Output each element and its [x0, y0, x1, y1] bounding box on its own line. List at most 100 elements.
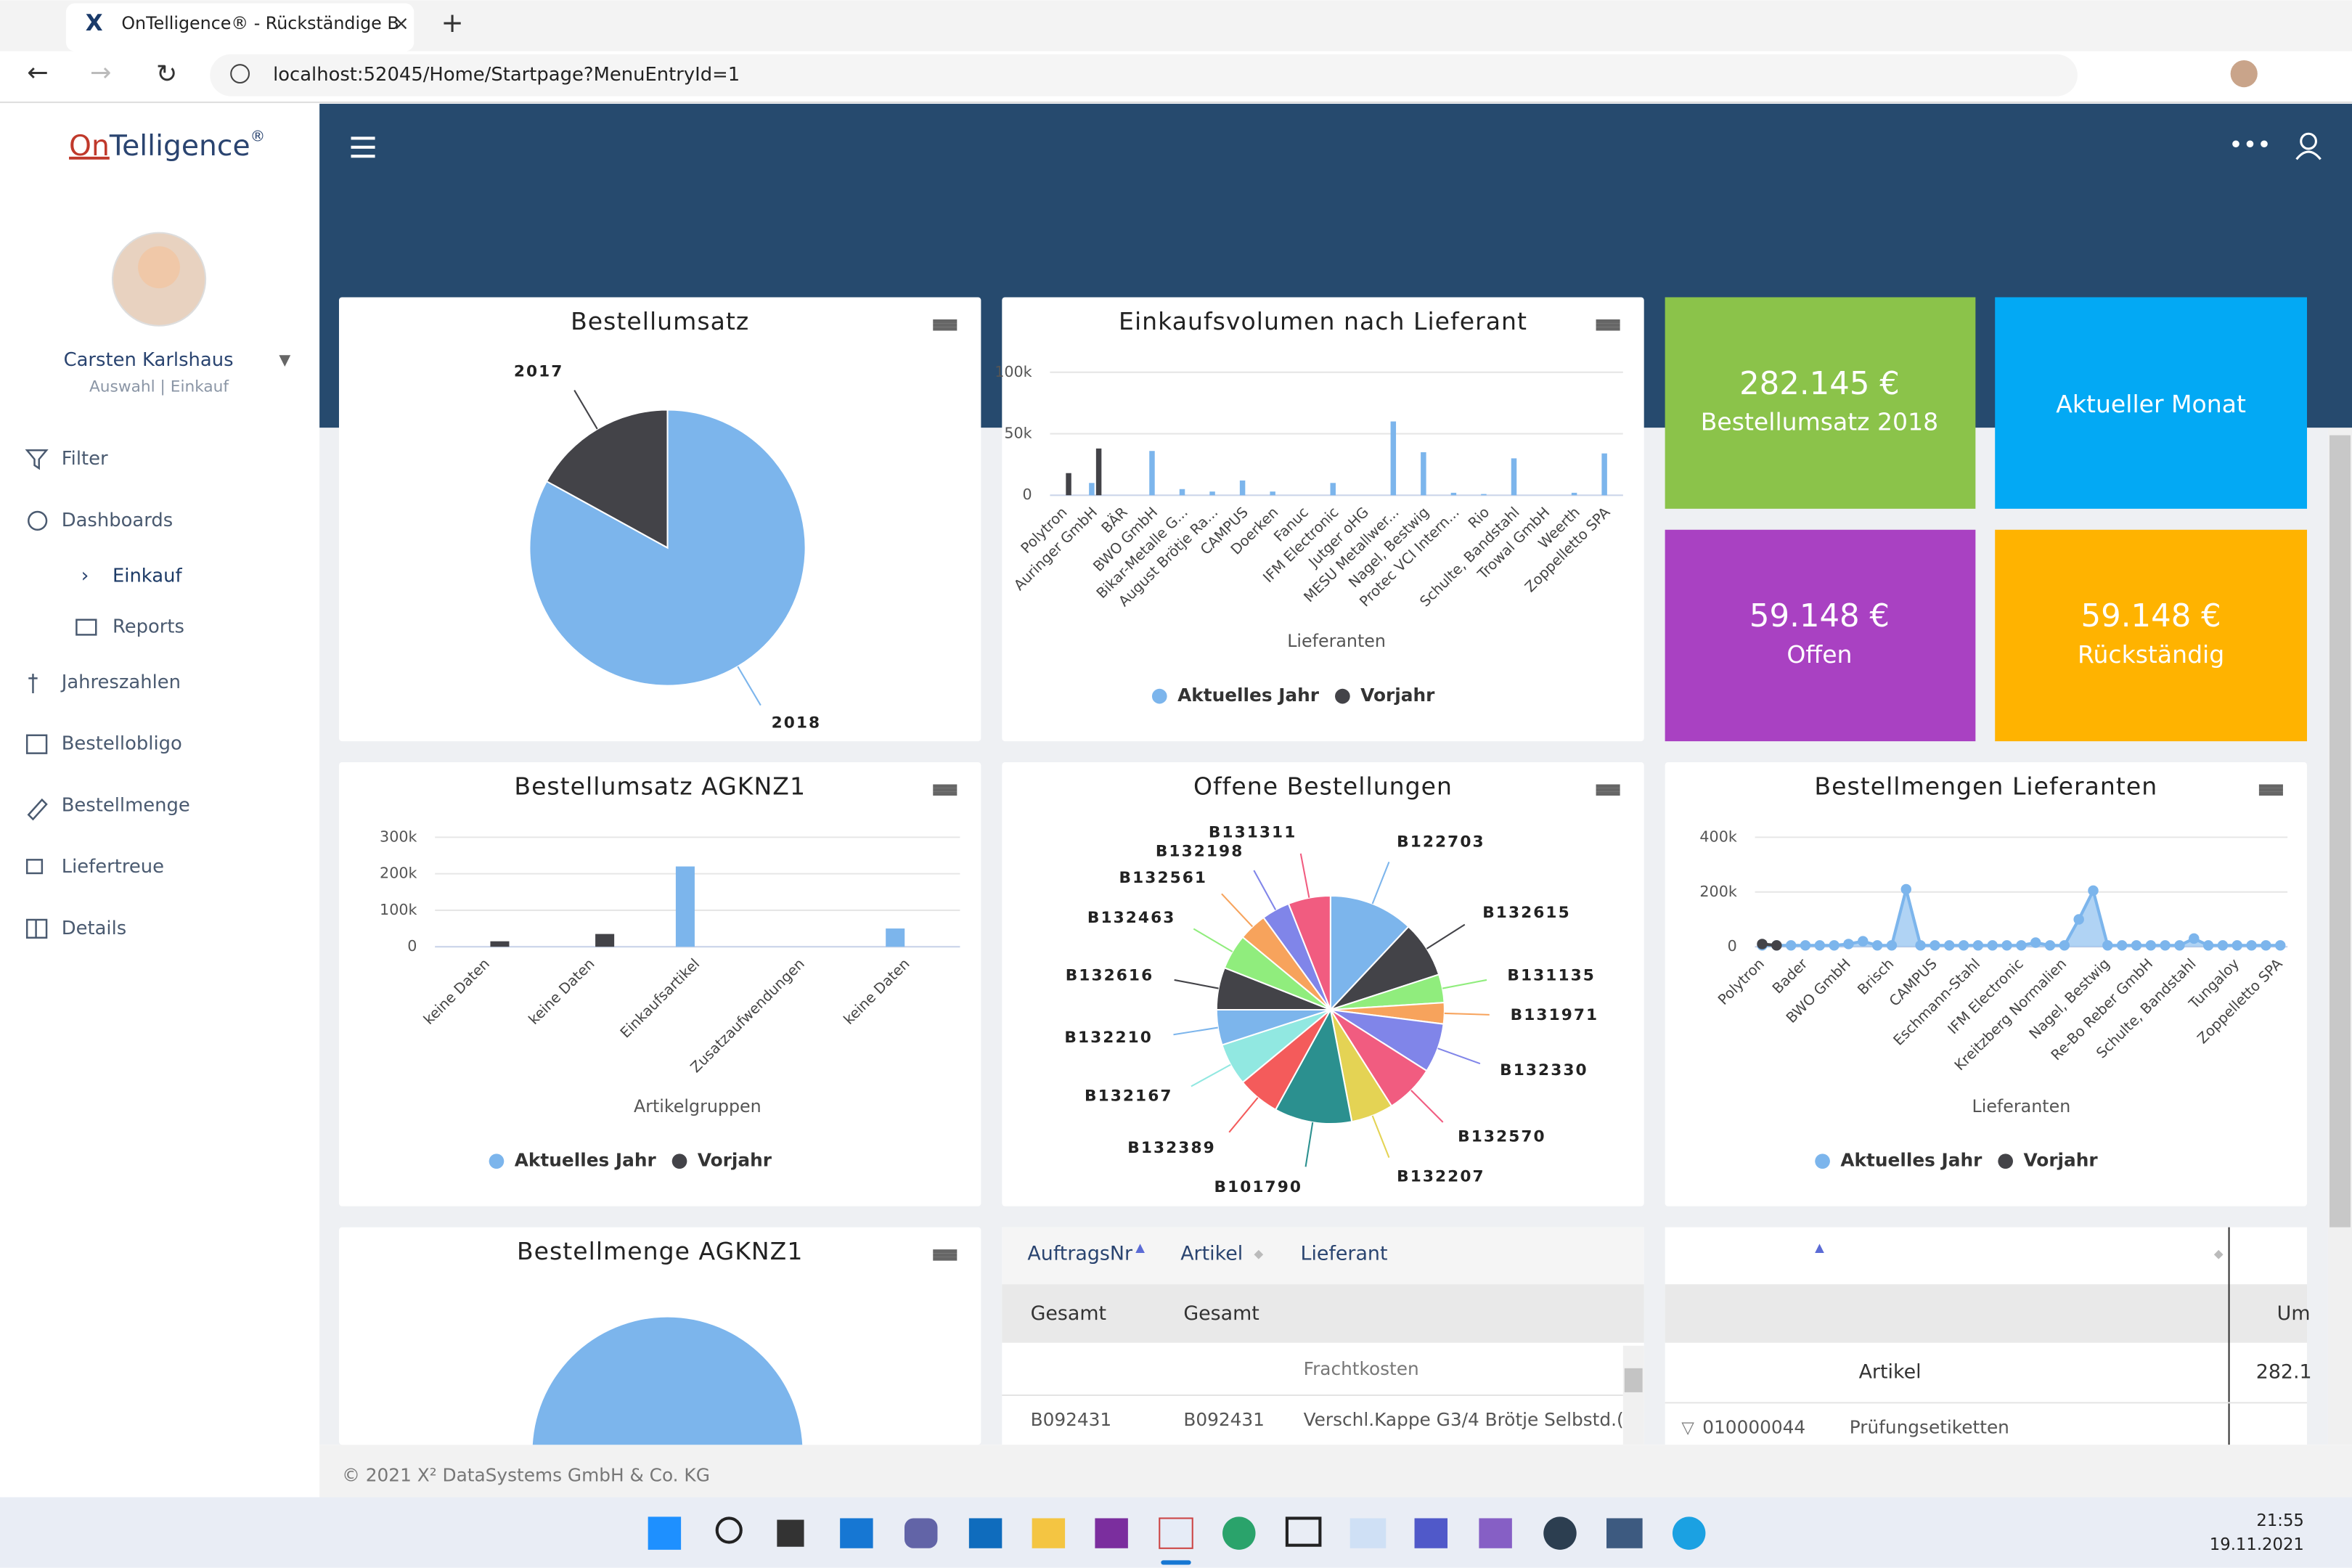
app-icon[interactable]: [1414, 1518, 1448, 1548]
table-scroll-thumb[interactable]: [1624, 1368, 1643, 1392]
tile[interactable]: [1995, 529, 2308, 742]
label-connector: [1174, 979, 1219, 989]
subheader: Gesamt: [1183, 1302, 1259, 1325]
x-axis-title: Lieferanten: [1972, 1096, 2070, 1116]
avatar-face: [138, 246, 180, 289]
point: [1930, 940, 1940, 951]
sort-icon[interactable]: ◆: [2214, 1246, 2224, 1260]
app-icon[interactable]: [1672, 1516, 1706, 1550]
slice-label: B131311: [1209, 823, 1297, 841]
tile[interactable]: [1665, 297, 1976, 509]
legend-marker: [1335, 688, 1350, 704]
bar: [1421, 452, 1426, 496]
user-dropdown[interactable]: ▼: [279, 351, 290, 368]
scroll-thumb[interactable]: [2329, 435, 2351, 1228]
address-bar[interactable]: [210, 54, 2078, 97]
slice-label: B132389: [1127, 1139, 1216, 1157]
app-icon[interactable]: [1222, 1516, 1256, 1550]
tab-close[interactable]: ×: [393, 12, 409, 35]
menu-item[interactable]: Bestellobligo: [62, 733, 182, 755]
user-name[interactable]: Carsten Karlshaus: [64, 349, 234, 371]
label-connector: [1410, 1090, 1444, 1123]
menu-item[interactable]: Details: [62, 918, 126, 939]
y-tick-label: 100k: [380, 901, 417, 918]
column-header: Artikel: [1859, 1361, 1922, 1384]
column-header[interactable]: AuftragsNr: [1027, 1242, 1133, 1265]
column-header[interactable]: Artikel: [1180, 1242, 1243, 1265]
app-icon[interactable]: [1095, 1518, 1128, 1548]
app-icon[interactable]: [777, 1519, 804, 1547]
point: [1757, 939, 1768, 950]
pie-slice: [545, 409, 669, 550]
app-icon[interactable]: [1159, 1517, 1193, 1549]
sort-icon[interactable]: ◆: [1254, 1246, 1263, 1260]
active-indicator: [1161, 1560, 1191, 1565]
bar: [1270, 491, 1275, 496]
menu-item[interactable]: Filter: [62, 448, 108, 470]
tile-value: 59.148 €: [1749, 598, 1890, 634]
label-connector: [1193, 928, 1233, 952]
table-scrollbar[interactable]: [1622, 1345, 1644, 1445]
label-connector: [1371, 1115, 1390, 1159]
point: [2174, 940, 2185, 951]
app-icon[interactable]: [1032, 1518, 1066, 1548]
app-icon[interactable]: [1606, 1518, 1643, 1548]
menu-item[interactable]: Bestellmenge: [62, 794, 190, 816]
point: [2102, 940, 2113, 951]
label-connector: [1299, 853, 1310, 898]
point: [1843, 939, 1854, 950]
more-menu[interactable]: •••: [2229, 130, 2271, 158]
back[interactable]: ←: [27, 58, 48, 88]
bar: [1239, 480, 1246, 496]
point: [2073, 914, 2084, 925]
tab[interactable]: [65, 3, 415, 52]
column-header[interactable]: Lieferant: [1301, 1242, 1388, 1265]
profile[interactable]: [2230, 60, 2258, 88]
cell: Prüfungsetiketten: [1850, 1416, 2009, 1437]
bar: [1179, 489, 1185, 496]
table-header: [1002, 1227, 1644, 1285]
point: [2001, 940, 2012, 951]
menu-item[interactable]: Dashboards: [62, 510, 173, 531]
bar: [1511, 458, 1517, 496]
panel: [1665, 762, 2308, 1206]
menu-item[interactable]: Einkauf: [113, 565, 183, 587]
menu-item[interactable]: Jahreszahlen: [60, 671, 181, 693]
user-icon[interactable]: [2300, 132, 2317, 150]
new-tab[interactable]: +: [441, 7, 463, 38]
label-connector: [573, 390, 598, 430]
pie-slice: [1274, 1007, 1353, 1125]
menu-item[interactable]: Reports: [113, 616, 184, 638]
slice-label: 2017: [514, 363, 564, 381]
point: [1800, 940, 1811, 951]
tile[interactable]: [1665, 529, 1976, 742]
filter-icon[interactable]: ▽: [1681, 1418, 1694, 1437]
search[interactable]: [715, 1516, 743, 1544]
tile[interactable]: [1995, 297, 2308, 509]
y-tick-label: 200k: [380, 865, 417, 882]
label-connector: [1442, 979, 1487, 989]
app-icon[interactable]: [840, 1518, 873, 1548]
sort-icon[interactable]: ▲: [1815, 1241, 1824, 1254]
menu-item[interactable]: Liefertreue: [62, 856, 164, 878]
start[interactable]: [648, 1516, 682, 1550]
total: 282.1: [2256, 1361, 2312, 1384]
legend-marker: [671, 1153, 687, 1169]
reload[interactable]: ↻: [156, 60, 177, 89]
app-icon[interactable]: [1543, 1516, 1577, 1550]
chart-title: Einkaufsvolumen nach Lieferant: [1119, 307, 1527, 335]
point: [1900, 883, 1912, 895]
sort-icon[interactable]: ▲: [1135, 1241, 1145, 1254]
app-icon[interactable]: [968, 1518, 1003, 1548]
app-icon[interactable]: [1479, 1518, 1512, 1548]
nav-toggle[interactable]: [351, 136, 375, 158]
x-axis-title: Artikelgruppen: [634, 1096, 761, 1116]
point: [1814, 940, 1826, 951]
tile-label: Bestellumsatz 2018: [1701, 408, 1938, 436]
forward[interactable]: →: [90, 58, 111, 88]
bar: [490, 941, 510, 947]
app-icon[interactable]: [1285, 1516, 1322, 1547]
point: [2088, 885, 2099, 897]
app-icon[interactable]: [1349, 1518, 1387, 1548]
app-icon[interactable]: [904, 1518, 938, 1548]
